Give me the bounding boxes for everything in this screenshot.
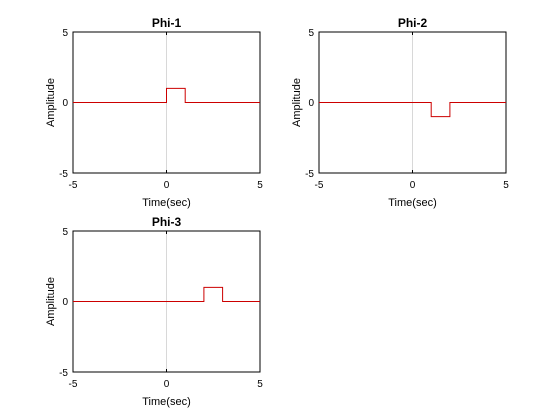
y-tick-label: 5 — [308, 28, 314, 39]
x-tick-label: 5 — [257, 180, 263, 191]
x-tick-label: -5 — [69, 180, 78, 191]
x-axis-label: Time(sec) — [142, 197, 190, 209]
y-tick-label: 0 — [62, 297, 68, 308]
y-tick-label: -5 — [305, 169, 314, 180]
x-tick-label: 5 — [257, 379, 263, 390]
chart-title: Phi-3 — [152, 215, 182, 229]
x-tick-label: -5 — [315, 180, 324, 191]
x-tick-label: 0 — [164, 180, 170, 191]
y-tick-label: -5 — [59, 169, 68, 180]
y-tick-label: 5 — [62, 227, 68, 238]
y-axis-label: Amplitude — [45, 277, 57, 326]
y-tick-label: 5 — [62, 28, 68, 39]
y-tick-label: 0 — [62, 98, 68, 109]
x-axis-label: Time(sec) — [388, 197, 436, 209]
y-tick-label: 0 — [308, 98, 314, 109]
chart-title: Phi-1 — [152, 16, 182, 30]
x-tick-label: 5 — [503, 180, 509, 191]
y-axis-label: Amplitude — [291, 78, 303, 127]
x-tick-label: 0 — [410, 180, 416, 191]
chart-title: Phi-2 — [398, 16, 428, 30]
y-axis-label: Amplitude — [45, 78, 57, 127]
y-tick-label: -5 — [59, 368, 68, 379]
x-axis-label: Time(sec) — [142, 396, 190, 408]
x-tick-label: -5 — [69, 379, 78, 390]
x-tick-label: 0 — [164, 379, 170, 390]
